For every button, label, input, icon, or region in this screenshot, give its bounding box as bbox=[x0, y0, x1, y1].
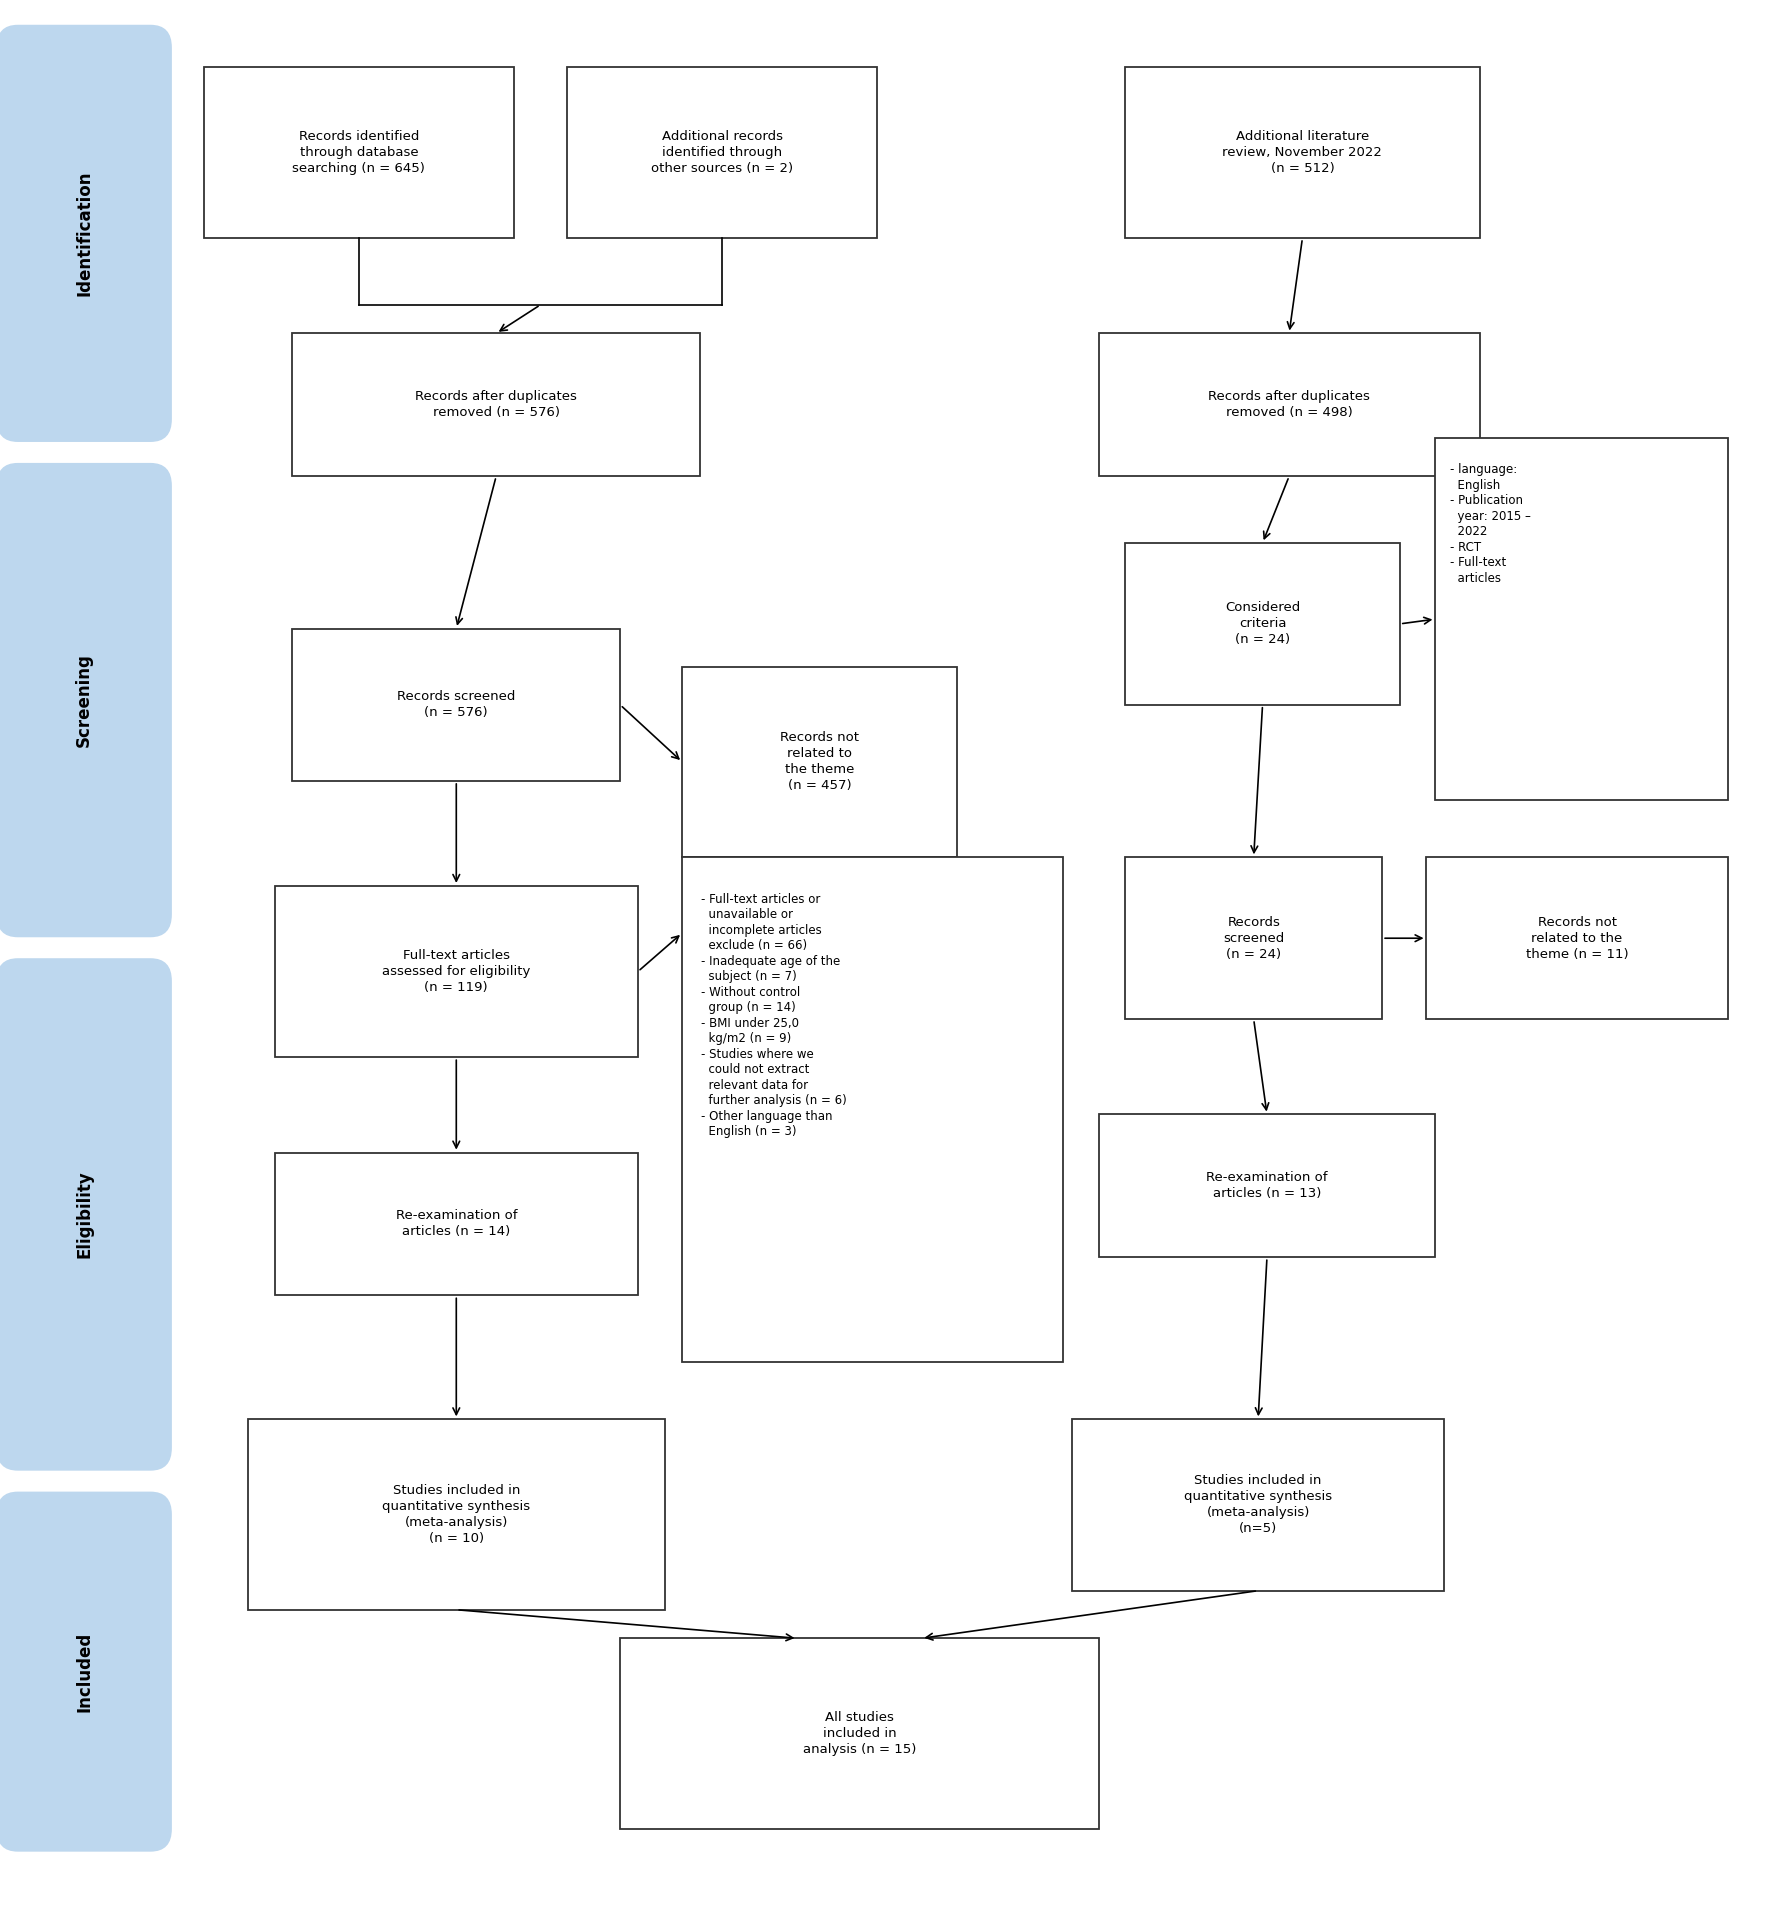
Text: Screening: Screening bbox=[74, 653, 94, 747]
FancyBboxPatch shape bbox=[275, 886, 638, 1057]
Text: Additional records
identified through
other sources (n = 2): Additional records identified through ot… bbox=[650, 130, 794, 175]
FancyBboxPatch shape bbox=[0, 25, 172, 442]
FancyBboxPatch shape bbox=[1072, 1419, 1444, 1591]
Text: Records after duplicates
removed (n = 576): Records after duplicates removed (n = 57… bbox=[415, 391, 578, 419]
FancyBboxPatch shape bbox=[0, 1492, 172, 1852]
Text: Records
screened
(n = 24): Records screened (n = 24) bbox=[1223, 916, 1285, 960]
FancyBboxPatch shape bbox=[567, 67, 877, 238]
Text: Records after duplicates
removed (n = 498): Records after duplicates removed (n = 49… bbox=[1209, 391, 1370, 419]
Text: Re-examination of
articles (n = 14): Re-examination of articles (n = 14) bbox=[395, 1210, 517, 1238]
FancyBboxPatch shape bbox=[248, 1419, 664, 1610]
FancyBboxPatch shape bbox=[682, 667, 957, 857]
Text: Additional literature
review, November 2022
(n = 512): Additional literature review, November 2… bbox=[1223, 130, 1382, 175]
FancyBboxPatch shape bbox=[275, 1153, 638, 1295]
FancyBboxPatch shape bbox=[1125, 857, 1382, 1019]
Text: Records not
related to the
theme (n = 11): Records not related to the theme (n = 11… bbox=[1526, 916, 1628, 960]
FancyBboxPatch shape bbox=[1426, 857, 1728, 1019]
Text: Records not
related to
the theme
(n = 457): Records not related to the theme (n = 45… bbox=[780, 732, 859, 792]
Text: All studies
included in
analysis (n = 15): All studies included in analysis (n = 15… bbox=[803, 1711, 916, 1756]
FancyBboxPatch shape bbox=[1435, 438, 1728, 800]
FancyBboxPatch shape bbox=[1125, 543, 1400, 705]
FancyBboxPatch shape bbox=[620, 1638, 1099, 1829]
FancyBboxPatch shape bbox=[292, 629, 620, 781]
FancyBboxPatch shape bbox=[682, 857, 1063, 1362]
Text: Re-examination of
articles (n = 13): Re-examination of articles (n = 13) bbox=[1207, 1172, 1327, 1200]
FancyBboxPatch shape bbox=[0, 958, 172, 1471]
Text: - language:
  English
- Publication
  year: 2015 –
  2022
- RCT
- Full-text
  ar: - language: English - Publication year: … bbox=[1449, 463, 1531, 585]
Text: Identification: Identification bbox=[74, 171, 94, 295]
Text: Records identified
through database
searching (n = 645): Records identified through database sear… bbox=[292, 130, 425, 175]
FancyBboxPatch shape bbox=[292, 333, 700, 476]
Text: Studies included in
quantitative synthesis
(meta-analysis)
(n=5): Studies included in quantitative synthes… bbox=[1184, 1474, 1333, 1535]
Text: Included: Included bbox=[74, 1631, 94, 1713]
Text: Records screened
(n = 576): Records screened (n = 576) bbox=[397, 690, 516, 720]
Text: Full-text articles
assessed for eligibility
(n = 119): Full-text articles assessed for eligibil… bbox=[383, 949, 530, 994]
FancyBboxPatch shape bbox=[0, 463, 172, 937]
Text: Eligibility: Eligibility bbox=[74, 1170, 94, 1259]
Text: Studies included in
quantitative synthesis
(meta-analysis)
(n = 10): Studies included in quantitative synthes… bbox=[383, 1484, 530, 1545]
FancyBboxPatch shape bbox=[1099, 333, 1480, 476]
FancyBboxPatch shape bbox=[1125, 67, 1480, 238]
FancyBboxPatch shape bbox=[204, 67, 514, 238]
Text: Considered
criteria
(n = 24): Considered criteria (n = 24) bbox=[1224, 602, 1301, 646]
FancyBboxPatch shape bbox=[1099, 1114, 1435, 1257]
Text: - Full-text articles or
  unavailable or
  incomplete articles
  exclude (n = 66: - Full-text articles or unavailable or i… bbox=[702, 893, 847, 1137]
